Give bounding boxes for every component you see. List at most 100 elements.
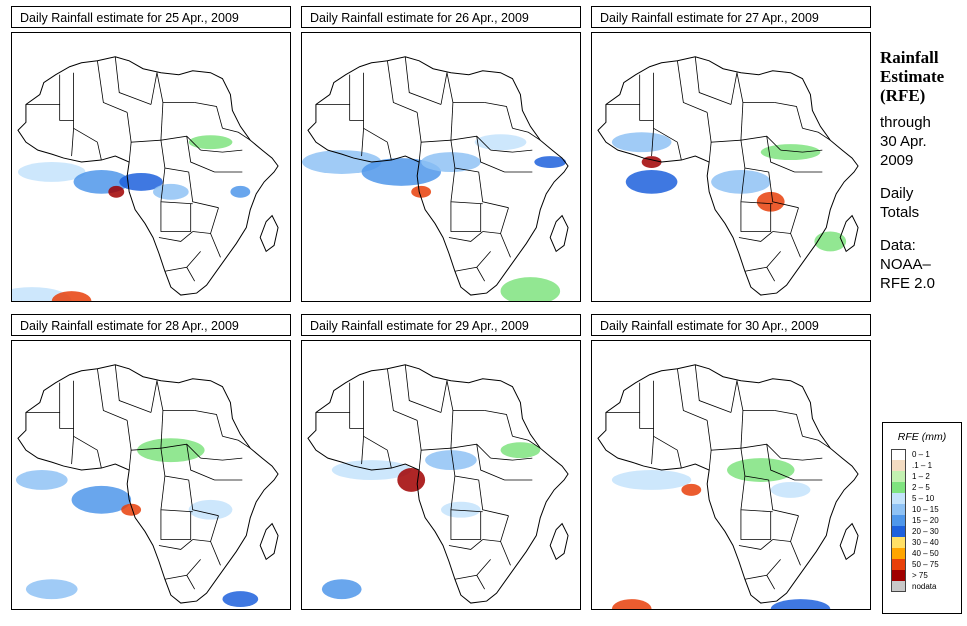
country-border [605,412,654,429]
country-border [188,171,219,209]
country-border [158,231,193,242]
madagascar-outline [839,214,859,253]
country-border [361,128,364,157]
data-source: RFE 2.0 [880,275,936,292]
legend-label: 2 – 5 [912,483,930,492]
rainfall-cell [611,132,672,153]
rainfall-map-svg [597,364,859,609]
legend-swatch [891,482,906,493]
country-border [156,380,195,411]
country-border [677,142,682,161]
country-border [736,72,775,103]
country-border [363,72,388,143]
rfe-legend: RFE (mm) 0 – 1 .1 – 1 1 – 2 2 – 5 5 – 10 10 –… [882,422,962,614]
rainfall-cell [534,156,567,168]
country-border [200,457,243,461]
rainfall-cell [425,450,477,471]
sidebar-title-line: Estimate [880,67,945,86]
legend-swatch [891,504,906,515]
country-border [315,104,364,121]
rainfall-layer [611,458,831,609]
legend-swatch [891,548,906,559]
madagascar-outline [549,214,569,253]
legend-item: 20 – 30 [891,526,961,537]
country-border [186,444,215,481]
legend-item: 40 – 50 [891,548,961,559]
rainfall-cell [16,470,68,490]
rainfall-cell [421,152,481,172]
country-border [476,136,505,173]
rainfall-cell [474,134,527,151]
period-label: Daily [880,185,914,202]
country-border [450,509,482,540]
rainfall-map-svg [307,364,569,604]
country-border [387,142,392,161]
legend-label: 40 – 50 [912,549,939,558]
rainfall-cell [25,579,78,600]
rainfall-cell [611,470,692,490]
map-panel-29-apr: Daily Rainfall estimate for 29 Apr., 200… [301,314,581,610]
country-border [114,56,152,105]
legend-swatch [891,581,906,592]
rainfall-cell [71,485,132,514]
country-border [363,380,388,451]
country-border [653,380,678,451]
rainfall-cell [814,231,847,252]
rainfall-cell [152,183,189,200]
legend-swatch [891,460,906,471]
country-border [71,128,74,157]
country-border [802,127,831,141]
rainfall-map [591,340,871,610]
country-border [450,102,454,141]
country-border [772,515,799,542]
country-border [186,267,196,282]
panel-title: Daily Rainfall estimate for 29 Apr., 200… [301,314,581,336]
country-border [194,410,223,437]
country-border [730,72,738,105]
country-border [736,380,775,411]
rainfall-cell [770,599,831,609]
legend-label: 50 – 75 [912,560,939,569]
country-border [766,267,776,282]
country-border [706,420,741,451]
country-border [387,450,392,469]
rainfall-cell [321,579,362,600]
country-border [482,207,509,234]
country-border [730,380,738,413]
legend-swatch [891,570,906,581]
country-border [772,207,799,234]
country-border [790,541,801,566]
country-border [490,149,533,153]
rainfall-map-svg [16,364,279,608]
country-border [500,233,511,258]
rainfall-map [11,340,291,610]
country-border [694,364,732,413]
country-border [97,142,102,161]
legend-label: .1 – 1 [912,461,933,470]
country-border [484,102,513,129]
rainfall-cell [230,185,251,198]
legend-label: 20 – 30 [912,527,939,536]
legend-item: 5 – 10 [891,493,961,504]
map-panel-27-apr: Daily Rainfall estimate for 27 Apr., 200… [591,6,871,302]
period-label: Totals [880,204,920,221]
country-border [476,444,505,481]
rainfall-cell [500,442,541,459]
country-border [448,231,483,242]
country-border [222,127,251,141]
country-border [476,267,486,282]
country-border [450,201,482,232]
country-border [192,515,219,542]
africa-coastline [307,364,569,604]
country-border [387,368,418,421]
sidebar-title-line: Rainfall [880,48,939,67]
country-border [210,233,221,258]
country-border [418,142,422,163]
country-border [160,102,164,141]
country-border [210,541,221,566]
map-panel-30-apr: Daily Rainfall estimate for 30 Apr., 200… [591,314,871,610]
country-border [766,444,795,481]
country-border [708,450,712,471]
country-border [651,128,654,157]
country-border [186,575,196,590]
